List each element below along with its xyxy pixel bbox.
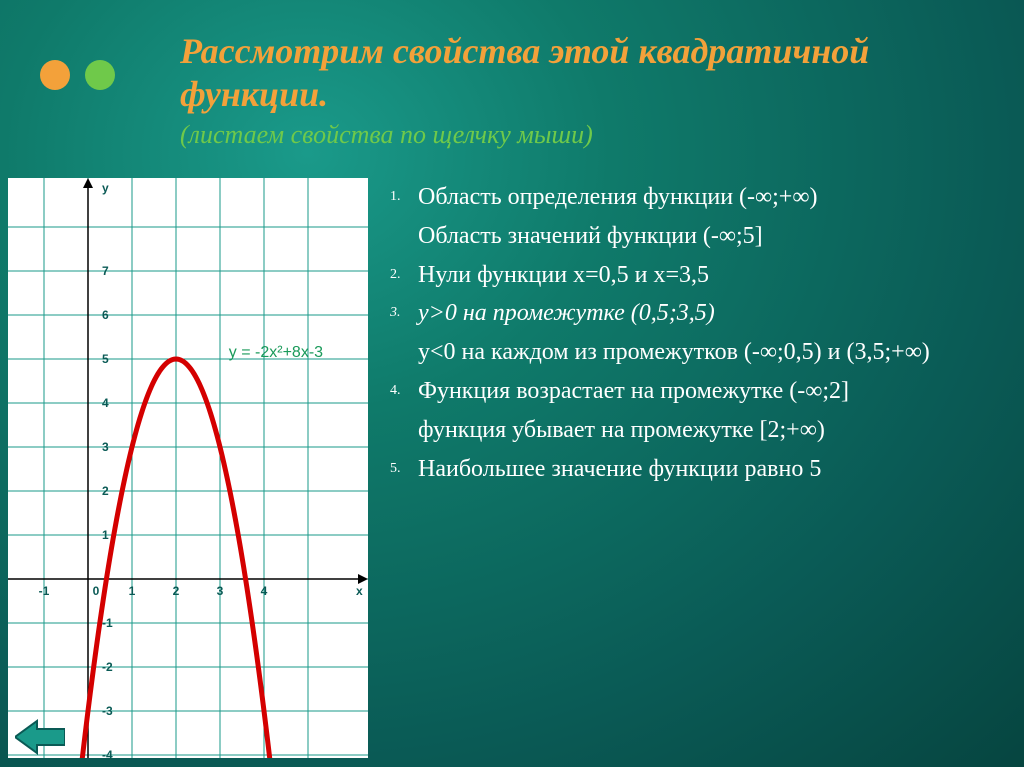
svg-text:5: 5 <box>102 352 109 366</box>
slide-subtitle: (листаем свойства по щелчку мыши) <box>180 120 960 150</box>
svg-text:4: 4 <box>102 396 109 410</box>
slide-title: Рассмотрим свойства этой квадратичной фу… <box>180 30 960 116</box>
list-number: 2. <box>390 258 418 293</box>
bullet-icon <box>40 60 70 90</box>
svg-text:-1: -1 <box>102 616 113 630</box>
svg-text:7: 7 <box>102 264 109 278</box>
svg-text:1: 1 <box>129 584 136 598</box>
list-text: Нули функции x=0,5 и x=3,5 <box>418 258 990 293</box>
list-number <box>390 219 418 254</box>
list-text: y<0 на каждом из промежутков (-∞;0,5) и … <box>418 335 990 370</box>
svg-text:-1: -1 <box>39 584 50 598</box>
list-number: 4. <box>390 374 418 409</box>
list-text: функция убывает на промежутке [2;+∞) <box>418 413 990 448</box>
svg-text:x: x <box>356 584 363 598</box>
property-item: y<0 на каждом из промежутков (-∞;0,5) и … <box>390 335 990 370</box>
prev-slide-button[interactable] <box>15 719 65 755</box>
list-text: Наибольшее значение функции равно 5 <box>418 452 990 487</box>
svg-text:-3: -3 <box>102 704 113 718</box>
property-item: Область значений функции (-∞;5] <box>390 219 990 254</box>
list-number <box>390 335 418 370</box>
svg-text:3: 3 <box>102 440 109 454</box>
list-text: Область определения функции (-∞;+∞) <box>418 180 990 215</box>
list-text: Область значений функции (-∞;5] <box>418 219 990 254</box>
list-text: Функция возрастает на промежутке (-∞;2] <box>418 374 990 409</box>
list-number: 1. <box>390 180 418 215</box>
list-text: y>0 на промежутке (0,5;3,5) <box>418 296 990 331</box>
svg-text:3: 3 <box>217 584 224 598</box>
svg-text:-4: -4 <box>102 748 113 758</box>
svg-text:y: y <box>102 181 109 195</box>
property-item: 3.y>0 на промежутке (0,5;3,5) <box>390 296 990 331</box>
parabola-chart: -1 0 1 2 3 4 x -4 -3 -2 -1 1 2 3 4 5 6 7 y y = -2x²+8x-3 <box>8 178 368 758</box>
list-number: 3. <box>390 296 418 331</box>
title-bullets <box>40 60 130 90</box>
svg-text:6: 6 <box>102 308 109 322</box>
properties-list: 1.Область определения функции (-∞;+∞)Обл… <box>390 180 990 490</box>
list-number <box>390 413 418 448</box>
svg-text:2: 2 <box>102 484 109 498</box>
svg-text:0: 0 <box>93 584 100 598</box>
svg-text:y = -2x²+8x-3: y = -2x²+8x-3 <box>229 344 323 361</box>
property-item: 4.Функция возрастает на промежутке (-∞;2… <box>390 374 990 409</box>
list-number: 5. <box>390 452 418 487</box>
property-item: 1.Область определения функции (-∞;+∞) <box>390 180 990 215</box>
property-item: 5.Наибольшее значение функции равно 5 <box>390 452 990 487</box>
bullet-icon <box>85 60 115 90</box>
property-item: функция убывает на промежутке [2;+∞) <box>390 413 990 448</box>
svg-text:2: 2 <box>173 584 180 598</box>
svg-text:1: 1 <box>102 528 109 542</box>
svg-text:4: 4 <box>261 584 268 598</box>
svg-text:-2: -2 <box>102 660 113 674</box>
property-item: 2.Нули функции x=0,5 и x=3,5 <box>390 258 990 293</box>
title-block: Рассмотрим свойства этой квадратичной фу… <box>180 30 960 150</box>
